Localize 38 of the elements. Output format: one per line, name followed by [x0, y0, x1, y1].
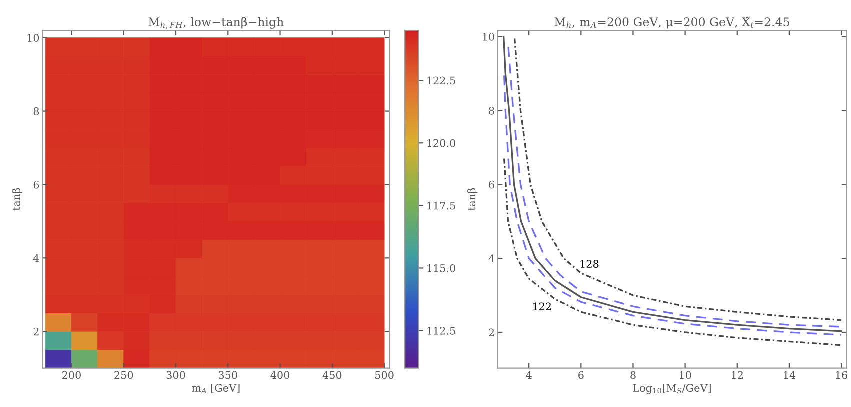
y-tick-label: 8: [489, 106, 494, 115]
chart-title: M$_{h,FH}$, low−tanβ−high: [148, 17, 284, 30]
x-tick-label: 400: [270, 371, 290, 380]
color-bar-label: 122.5: [428, 76, 456, 85]
x-tick-label: 12: [732, 371, 743, 380]
x-tick-label: 4: [526, 371, 532, 380]
x-tick-label: 250: [114, 371, 134, 380]
x-tick-label: 500: [375, 371, 394, 380]
color-bar-label: 112.5: [428, 327, 456, 335]
x-tick-label: 300: [166, 371, 186, 380]
x-tick-label: 8: [630, 371, 636, 380]
y-tick-label: 4: [488, 254, 495, 263]
y-tick-label: 2: [34, 328, 39, 336]
y-tick-label: 8: [34, 108, 40, 116]
y-axis-title: tanβ: [12, 188, 22, 211]
x-axis-title: Log$_{10}$[M$_{S}$/GeV]: [633, 384, 711, 394]
annotation: 128: [580, 260, 599, 268]
x-tick-label: 14: [784, 371, 796, 380]
x-axis-title: m$_{A}$ [GeV]: [192, 384, 240, 394]
x-tick-label: 16: [836, 371, 848, 380]
color-bar-label: 115.0: [428, 264, 456, 272]
x-tick-label: 6: [578, 371, 584, 380]
x-tick-label: 350: [219, 371, 238, 380]
y-axis-title: tanβ: [468, 188, 478, 211]
y-tick-label: 4: [33, 254, 40, 262]
y-tick-label: 2: [489, 328, 494, 336]
y-tick-label: 6: [489, 180, 494, 189]
x-tick-label: 450: [322, 371, 342, 380]
y-tick-label: 6: [34, 180, 40, 189]
annotation: 122: [533, 302, 552, 310]
y-tick-label: 10: [28, 34, 40, 42]
color-bar-label: 117.5: [428, 202, 456, 210]
y-tick-label: 10: [483, 33, 494, 41]
line-series: [504, 158, 842, 346]
color-bar-label: 120.0: [428, 139, 456, 148]
x-tick-label: 200: [62, 371, 81, 380]
chart-title: M$_{h}$, m$_{A}$=200 GeV, μ=200 GeV, X̂$_{t}$=2.45: [554, 16, 790, 29]
x-tick-label: 10: [680, 371, 692, 380]
